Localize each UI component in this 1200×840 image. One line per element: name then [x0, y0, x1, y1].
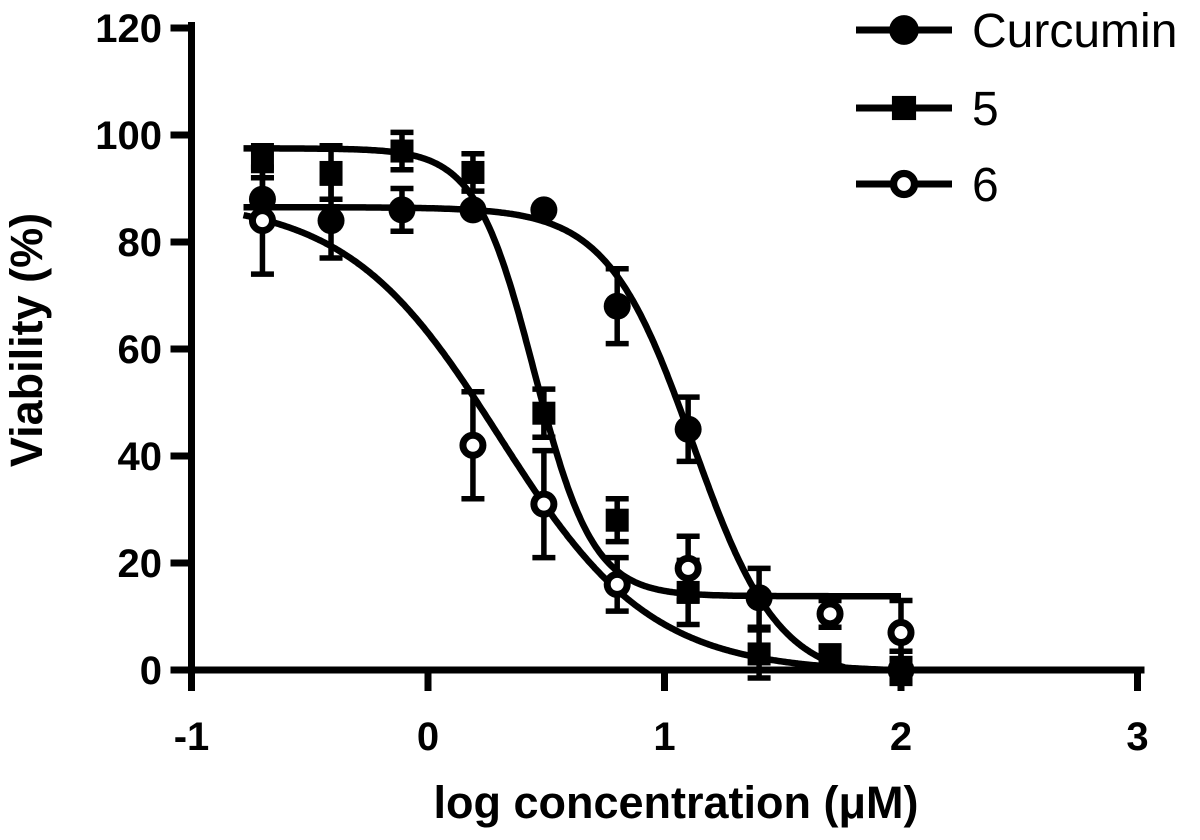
data-point-6 — [248, 207, 276, 235]
data-point-6 — [530, 490, 558, 518]
data-point-5 — [532, 401, 556, 425]
legend-marker-filled-circle — [889, 15, 919, 45]
data-point-5 — [747, 642, 771, 666]
fit-curves — [242, 145, 901, 674]
y-tick-label: 20 — [118, 542, 163, 586]
fit-curve-6 — [242, 211, 892, 674]
y-tick-label: 100 — [95, 114, 162, 158]
fit-curve-Curcumin — [243, 203, 855, 674]
y-tick-label: 0 — [140, 649, 162, 693]
data-point-Curcumin — [459, 196, 487, 224]
data-point-6 — [887, 619, 915, 647]
x-tick-label: 1 — [653, 715, 675, 759]
data-point-Curcumin — [388, 196, 416, 224]
legend-label-Curcumin: Curcumin — [972, 5, 1177, 58]
data-point-Curcumin — [530, 196, 558, 224]
y-tick-label: 40 — [118, 435, 163, 479]
data-point-6 — [603, 570, 631, 598]
y-axis-title: Viability (%) — [1, 213, 52, 467]
x-tick-label: -1 — [174, 715, 210, 759]
data-point-5 — [319, 160, 343, 184]
x-tick-label: 0 — [417, 715, 439, 759]
y-tick-label: 60 — [118, 328, 163, 372]
tick-labels: -1 0 1 2 3 0 20 40 60 80 100 120 — [95, 7, 1148, 759]
data-point-5 — [605, 508, 629, 532]
data-point-5 — [390, 139, 414, 163]
data-point-5 — [676, 580, 700, 604]
data-points — [248, 139, 915, 684]
legend: Curcumin 5 6 — [856, 5, 1177, 212]
data-point-5 — [818, 645, 842, 669]
data-point-5 — [250, 150, 274, 174]
legend-label-6: 6 — [972, 159, 999, 212]
x-tick-label: 2 — [890, 715, 912, 759]
data-point-Curcumin — [745, 584, 773, 612]
data-point-5 — [461, 160, 485, 184]
y-tick-label: 120 — [95, 7, 162, 51]
data-point-6 — [674, 554, 702, 582]
fit-curve-5 — [243, 145, 901, 600]
data-point-Curcumin — [317, 207, 345, 235]
x-axis-title: log concentration (μM) — [433, 777, 918, 828]
legend-marker-open-circle — [889, 169, 919, 199]
y-tick-label: 80 — [118, 221, 163, 265]
legend-label-5: 5 — [972, 83, 999, 136]
data-point-Curcumin — [248, 185, 276, 213]
data-point-6 — [816, 600, 844, 628]
data-point-Curcumin — [674, 415, 702, 443]
x-tick-label: 3 — [1126, 715, 1148, 759]
data-point-Curcumin — [603, 292, 631, 320]
legend-marker-filled-square — [891, 95, 917, 121]
data-point-6 — [459, 431, 487, 459]
error-bars — [250, 129, 913, 687]
axes — [170, 22, 1145, 691]
